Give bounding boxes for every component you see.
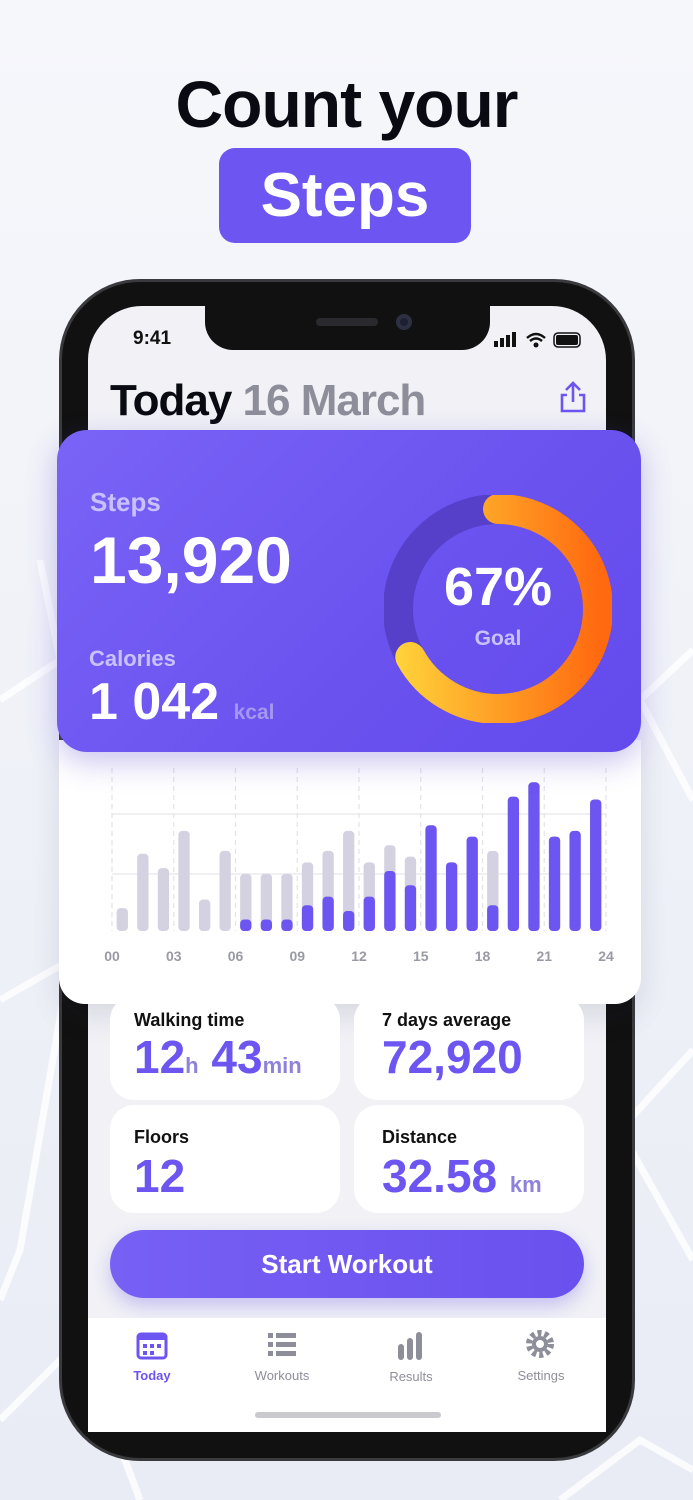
- x-tick-label: 06: [228, 948, 244, 964]
- bar: [425, 825, 437, 931]
- bar: [178, 830, 190, 931]
- stat-value: 72,920: [382, 1031, 523, 1083]
- bar: [384, 870, 396, 931]
- stat-card: Floors 12: [110, 1105, 340, 1213]
- bar: [343, 830, 355, 931]
- x-tick-label: 09: [289, 948, 305, 964]
- bar: [445, 862, 458, 931]
- bar: [363, 896, 375, 931]
- stat-card: Distance 32.58 km: [354, 1105, 584, 1213]
- tab[interactable]: Today: [133, 1368, 171, 1383]
- bar: [301, 905, 314, 931]
- bar: [157, 868, 170, 931]
- bar: [137, 853, 149, 931]
- stat-value: 32.58 km: [382, 1149, 542, 1203]
- workouts-icon: [268, 1333, 296, 1356]
- goal-ring: 67% Goal: [384, 495, 612, 723]
- status-time: 9:41: [133, 328, 172, 349]
- bar: [219, 850, 231, 931]
- bar: [322, 896, 334, 931]
- calories-label: Calories: [89, 646, 176, 671]
- goal-label: Goal: [475, 627, 522, 650]
- stat-label: Distance: [382, 1127, 458, 1147]
- steps-value: 13,920: [90, 523, 292, 597]
- settings-icon: [526, 1330, 554, 1358]
- steps-chart: 00 03 06 09 12 15 18 21 24: [104, 768, 614, 964]
- bar: [590, 799, 602, 931]
- today-icon: [136, 1332, 168, 1360]
- bar: [260, 873, 273, 931]
- stat-value: 12h 43min: [134, 1030, 302, 1084]
- stat-card: Walking time 12h 43min: [110, 996, 340, 1100]
- x-tick-label: 18: [475, 948, 491, 964]
- distance-unit: km: [509, 1172, 542, 1197]
- distance: 32.58: [382, 1150, 498, 1202]
- x-tick-label: 15: [413, 948, 429, 964]
- bar: [507, 796, 520, 931]
- bar: [260, 919, 273, 931]
- minutes-unit: min: [262, 1053, 302, 1078]
- tab[interactable]: Results: [389, 1369, 433, 1384]
- x-tick-label: 21: [536, 948, 552, 964]
- summary-card: Steps 13,920 Calories 1 042 kcal 67% Goal: [57, 430, 641, 752]
- stat-label: 7 days average: [382, 1010, 512, 1030]
- bar: [240, 919, 252, 931]
- title-today: Today: [110, 376, 232, 425]
- headline-highlight: Steps: [219, 148, 471, 243]
- stat-card: 7 days average 72,920: [354, 996, 584, 1100]
- bar: [198, 899, 211, 931]
- tab[interactable]: Settings: [517, 1368, 565, 1383]
- stat-label: Floors: [134, 1127, 190, 1147]
- calories-unit: kcal: [233, 701, 275, 724]
- app-title: Today 16 March: [110, 376, 427, 426]
- goal-percent: 67%: [444, 557, 552, 617]
- minutes: 43: [211, 1031, 263, 1083]
- tab-icons: [136, 1330, 554, 1360]
- home-indicator: [255, 1412, 441, 1418]
- calories-row: 1 042 kcal: [89, 672, 274, 732]
- x-tick-label: 12: [351, 948, 367, 964]
- steps-label: Steps: [90, 487, 161, 517]
- camera: [396, 314, 412, 330]
- bar: [281, 919, 293, 931]
- bar: [548, 836, 561, 931]
- bar: [528, 782, 540, 931]
- hours: 12: [134, 1031, 186, 1083]
- goal-arc: [384, 495, 612, 723]
- hours-unit: h: [185, 1053, 199, 1078]
- headline: Count your: [175, 67, 519, 141]
- x-tick-label: 03: [166, 948, 182, 964]
- x-tick-label: 00: [104, 948, 120, 964]
- bar: [116, 908, 128, 931]
- title-date: 16 March: [242, 376, 427, 425]
- bar: [466, 836, 478, 931]
- speaker: [316, 318, 378, 326]
- results-icon: [398, 1332, 422, 1360]
- bar: [281, 873, 293, 931]
- stat-label: Walking time: [134, 1010, 245, 1030]
- share-button[interactable]: [558, 380, 588, 414]
- bar: [240, 873, 252, 931]
- start-workout-button[interactable]: Start Workout: [110, 1230, 584, 1298]
- calories-value: 1 042: [89, 673, 220, 731]
- tab[interactable]: Workouts: [254, 1368, 310, 1383]
- bar: [404, 885, 417, 931]
- bar: [343, 910, 355, 931]
- bar: [569, 830, 581, 931]
- stat-value: 12: [134, 1150, 186, 1202]
- bar: [487, 905, 499, 931]
- status-icons: [494, 332, 581, 348]
- x-tick-label: 24: [598, 948, 614, 964]
